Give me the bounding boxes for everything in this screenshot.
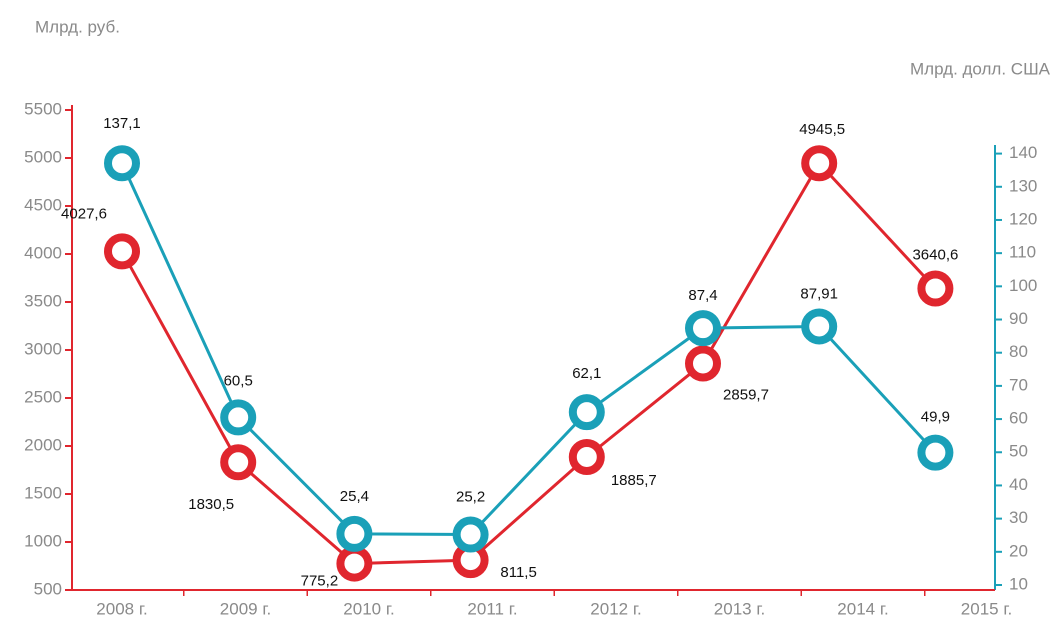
- y2-tick-label: 70: [1009, 375, 1028, 394]
- y2-tick-label: 100: [1009, 276, 1037, 295]
- y-tick-label: 4500: [24, 195, 62, 214]
- x-tick-label: 2015 г.: [961, 599, 1012, 618]
- x-tick-label: 2012 г.: [590, 599, 641, 618]
- y2-tick-label: 140: [1009, 143, 1037, 162]
- value-label: 25,2: [456, 489, 485, 506]
- y2-axis-label: Млрд. долл. США: [910, 59, 1051, 78]
- y-tick-label: 2500: [24, 387, 62, 406]
- value-label: 775,2: [301, 573, 339, 590]
- y-tick-label: 5500: [24, 99, 62, 118]
- marker: [917, 270, 954, 307]
- marker: [685, 345, 721, 382]
- y2-tick-label: 50: [1009, 442, 1028, 461]
- value-label: 4945,5: [799, 121, 845, 138]
- y-axis-label: Млрд. руб.: [35, 17, 120, 36]
- y-tick-label: 3500: [24, 291, 62, 310]
- y2-tick-label: 130: [1009, 176, 1037, 195]
- y-tick-label: 4000: [24, 243, 62, 262]
- y2-tick-label: 90: [1009, 309, 1028, 328]
- series-line: [120, 162, 937, 537]
- y2-tick-label: 110: [1009, 243, 1036, 262]
- marker: [801, 145, 838, 182]
- y-tick-label: 1500: [24, 483, 62, 502]
- y-tick-label: 5000: [24, 147, 62, 166]
- value-label: 87,91: [800, 285, 838, 302]
- marker: [336, 515, 373, 552]
- y-tick-label: 500: [34, 579, 62, 598]
- value-label: 811,5: [500, 564, 536, 581]
- y2-tick-label: 120: [1009, 209, 1037, 228]
- value-label: 1885,7: [611, 472, 657, 489]
- y2-tick-label: 40: [1009, 475, 1028, 494]
- marker: [801, 308, 838, 345]
- y2-tick-label: 80: [1009, 342, 1028, 361]
- x-tick-label: 2013 г.: [714, 599, 765, 618]
- x-tick-label: 2011 г.: [467, 599, 517, 618]
- value-label: 87,4: [688, 287, 717, 304]
- y2-tick-label: 30: [1009, 508, 1028, 527]
- marker: [568, 438, 605, 475]
- marker: [917, 434, 954, 471]
- value-label: 60,5: [224, 372, 253, 389]
- marker: [220, 399, 257, 436]
- x-tick-label: 2008 г.: [96, 599, 147, 618]
- marker: [568, 394, 605, 431]
- x-tick-label: 2010 г.: [343, 599, 394, 618]
- marker: [104, 233, 140, 270]
- y2-tick-label: 60: [1009, 409, 1028, 428]
- value-label: 4027,6: [61, 205, 107, 222]
- marker: [336, 545, 373, 582]
- value-label: 62,1: [572, 365, 601, 382]
- marker: [685, 310, 721, 347]
- y-tick-label: 3000: [24, 339, 62, 358]
- y-tick-label: 2000: [24, 435, 62, 454]
- y2-tick-label: 20: [1009, 541, 1028, 560]
- series-line: [120, 160, 937, 566]
- value-label: 2859,7: [723, 386, 769, 403]
- value-label: 3640,6: [912, 246, 958, 263]
- value-label: 49,9: [921, 409, 950, 426]
- y-tick-label: 1000: [24, 531, 62, 550]
- y2-tick-label: 10: [1009, 574, 1028, 593]
- value-label: 1830,5: [188, 496, 234, 513]
- x-tick-label: 2009 г.: [220, 599, 271, 618]
- value-label: 137,1: [103, 115, 141, 132]
- value-label: 25,4: [340, 488, 369, 505]
- marker: [452, 516, 489, 553]
- marker: [104, 145, 140, 182]
- x-tick-label: 2014 г.: [837, 599, 888, 618]
- marker: [220, 444, 257, 481]
